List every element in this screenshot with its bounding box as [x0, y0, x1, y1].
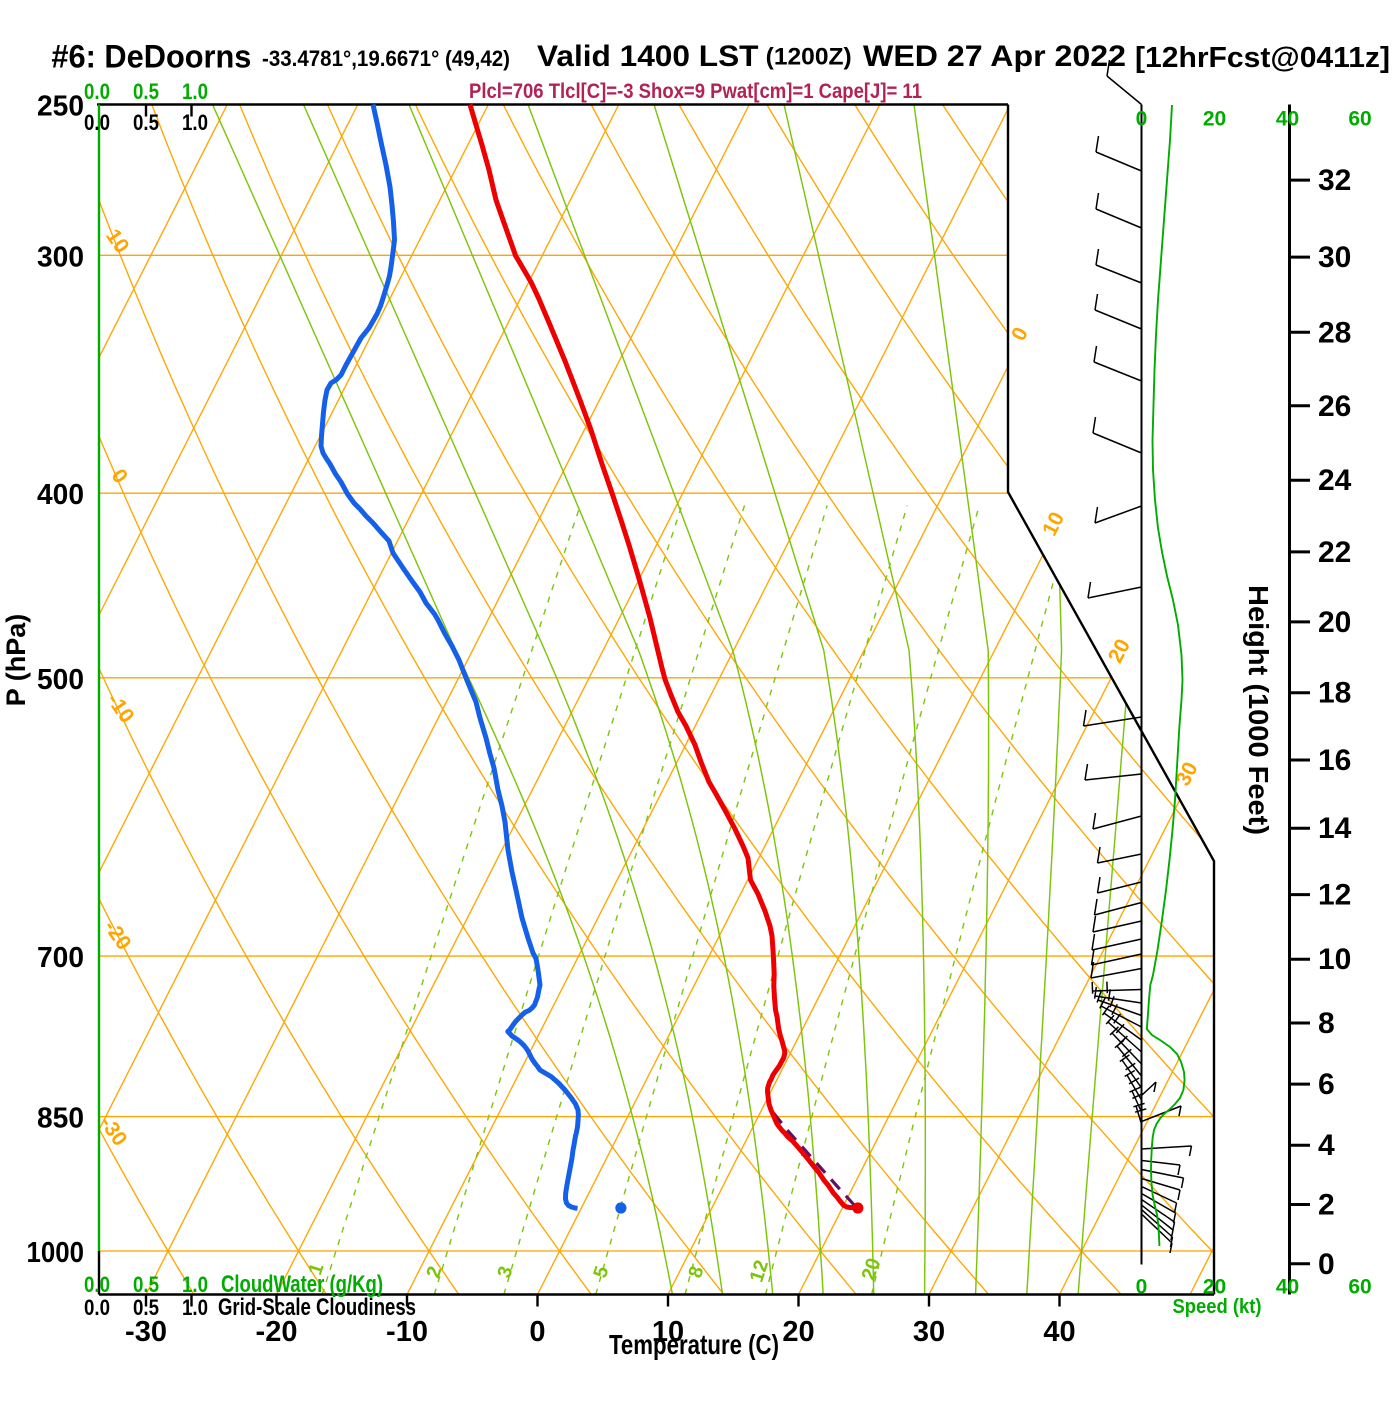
svg-text:40: 40 [1043, 1316, 1075, 1348]
svg-text:20: 20 [1203, 1276, 1226, 1299]
svg-text:#6: DeDoorns: #6: DeDoorns [51, 39, 251, 75]
svg-text:10: 10 [652, 1316, 684, 1348]
svg-text:Grid-Scale Cloudiness: Grid-Scale Cloudiness [218, 1294, 416, 1321]
svg-text:1000: 1000 [27, 1237, 85, 1269]
svg-text:[12hrFcst@0411z]: [12hrFcst@0411z] [1135, 42, 1390, 74]
svg-text:18: 18 [1318, 677, 1351, 710]
svg-text:Height (1000 Feet): Height (1000 Feet) [1243, 585, 1274, 835]
svg-text:20: 20 [1318, 606, 1351, 639]
svg-text:CloudWater (g/Kg): CloudWater (g/Kg) [221, 1271, 383, 1298]
svg-text:60: 60 [1348, 108, 1371, 131]
svg-text:0.0: 0.0 [84, 110, 110, 135]
svg-text:Temperature (C): Temperature (C) [609, 1329, 779, 1360]
svg-text:-30: -30 [125, 1316, 167, 1348]
svg-text:0.5: 0.5 [133, 1272, 159, 1297]
svg-text:0.0: 0.0 [84, 1272, 110, 1297]
svg-text:20: 20 [1203, 108, 1226, 131]
svg-text:0: 0 [1136, 1276, 1148, 1299]
svg-text:1.0: 1.0 [182, 79, 208, 104]
svg-text:60: 60 [1348, 1276, 1371, 1299]
svg-text:(1200Z): (1200Z) [766, 44, 852, 71]
svg-text:1.0: 1.0 [182, 1272, 208, 1297]
svg-text:0.0: 0.0 [84, 1295, 110, 1320]
svg-text:-33.4781°,19.6671° (49,42): -33.4781°,19.6671° (49,42) [262, 46, 510, 71]
svg-text:22: 22 [1318, 536, 1351, 569]
svg-text:300: 300 [37, 241, 84, 273]
svg-text:400: 400 [37, 479, 84, 511]
svg-text:500: 500 [37, 664, 84, 696]
svg-text:850: 850 [37, 1103, 84, 1135]
svg-text:0.0: 0.0 [84, 79, 110, 104]
svg-text:P (hPa): P (hPa) [1, 614, 31, 707]
svg-text:-20: -20 [256, 1316, 298, 1348]
svg-text:0.5: 0.5 [133, 79, 159, 104]
svg-text:-10: -10 [386, 1316, 428, 1348]
svg-text:26: 26 [1318, 390, 1351, 423]
svg-text:700: 700 [37, 942, 84, 974]
svg-text:1.0: 1.0 [182, 110, 208, 135]
svg-text:0.5: 0.5 [133, 110, 159, 135]
svg-text:8: 8 [1318, 1007, 1335, 1040]
svg-text:10: 10 [1318, 943, 1351, 976]
svg-text:Plcl=706 Tlcl[C]=-3 Shox=9 Pwa: Plcl=706 Tlcl[C]=-3 Shox=9 Pwat[cm]=1 Ca… [469, 80, 922, 103]
svg-text:40: 40 [1276, 1276, 1299, 1299]
svg-text:2: 2 [1318, 1189, 1335, 1222]
svg-text:30: 30 [913, 1316, 945, 1348]
svg-text:32: 32 [1318, 164, 1351, 197]
svg-text:0: 0 [1136, 108, 1148, 131]
svg-text:28: 28 [1318, 316, 1351, 349]
svg-text:24: 24 [1318, 464, 1352, 497]
svg-text:0.5: 0.5 [133, 1295, 159, 1320]
svg-text:20: 20 [782, 1316, 814, 1348]
svg-text:Speed (kt): Speed (kt) [1173, 1296, 1262, 1318]
svg-text:0: 0 [529, 1316, 545, 1348]
svg-text:16: 16 [1318, 744, 1351, 777]
svg-text:WED 27 Apr 2022: WED 27 Apr 2022 [863, 40, 1126, 73]
svg-text:40: 40 [1276, 108, 1299, 131]
svg-text:14: 14 [1318, 812, 1352, 845]
svg-text:Valid 1400 LST: Valid 1400 LST [537, 40, 759, 73]
svg-text:250: 250 [37, 91, 84, 123]
svg-text:4: 4 [1318, 1129, 1335, 1162]
svg-text:1.0: 1.0 [182, 1295, 208, 1320]
svg-text:12: 12 [1318, 879, 1351, 912]
svg-text:30: 30 [1318, 241, 1351, 274]
svg-text:0: 0 [1318, 1248, 1335, 1281]
svg-text:6: 6 [1318, 1068, 1335, 1101]
